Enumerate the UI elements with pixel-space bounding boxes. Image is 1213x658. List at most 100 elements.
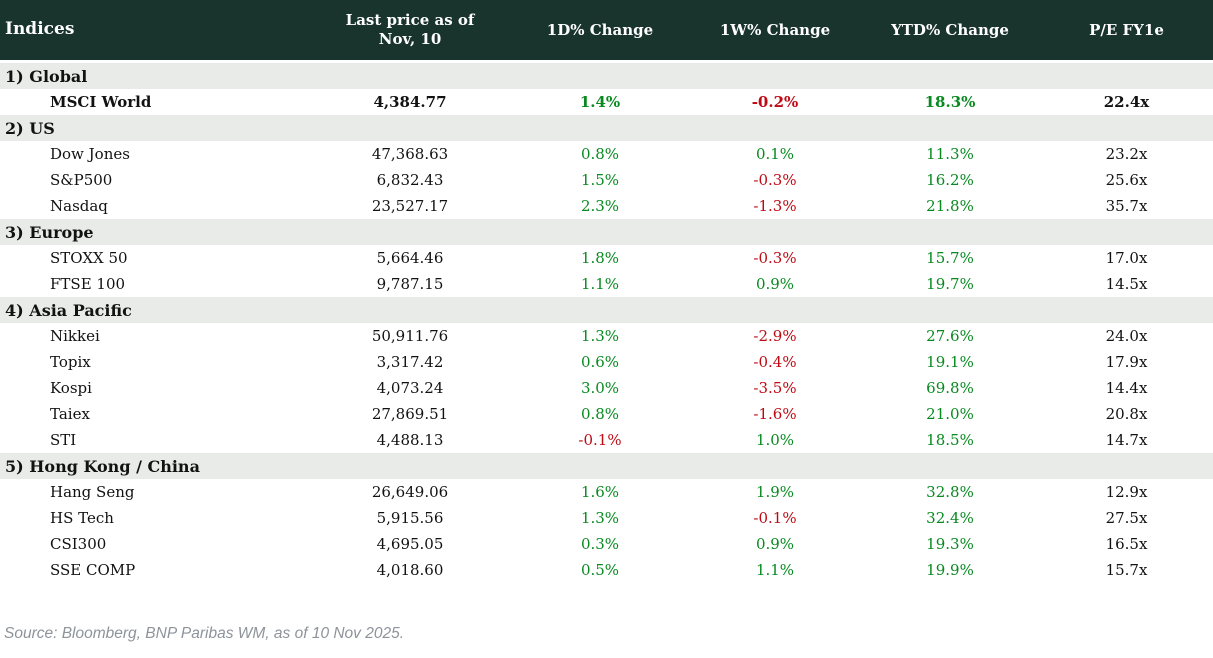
ytd-change-value: 69.8% <box>860 375 1040 401</box>
index-name: Taiex <box>0 401 310 427</box>
pe-value: 17.0x <box>1040 245 1213 271</box>
pe-value: 14.5x <box>1040 271 1213 297</box>
col-header-1d-change: 1D% Change <box>510 0 690 63</box>
table-row-sti: STI 4,488.13 -0.1% 1.0% 18.5% 14.7x <box>0 427 1213 453</box>
source-note: Source: Bloomberg, BNP Paribas WM, as of… <box>4 625 405 642</box>
1d-change-value: 2.3% <box>510 193 690 219</box>
1w-change-value: 0.9% <box>690 531 860 557</box>
section-header-europe: 3) Europe <box>0 219 1213 245</box>
1d-change-value: 1.4% <box>510 89 690 115</box>
table-row-hang-seng: Hang Seng 26,649.06 1.6% 1.9% 32.8% 12.9… <box>0 479 1213 505</box>
1w-change-value: -3.5% <box>690 375 860 401</box>
table-row-sse-comp: SSE COMP 4,018.60 0.5% 1.1% 19.9% 15.7x <box>0 557 1213 583</box>
section-header-us: 2) US <box>0 115 1213 141</box>
1w-change-value: 1.9% <box>690 479 860 505</box>
last-price-value: 47,368.63 <box>310 141 510 167</box>
index-name: STOXX 50 <box>0 245 310 271</box>
index-name: HS Tech <box>0 505 310 531</box>
section-label: 4) Asia Pacific <box>0 297 1213 323</box>
pe-value: 25.6x <box>1040 167 1213 193</box>
table-row-taiex: Taiex 27,869.51 0.8% -1.6% 21.0% 20.8x <box>0 401 1213 427</box>
pe-value: 35.7x <box>1040 193 1213 219</box>
index-name: Kospi <box>0 375 310 401</box>
1w-change-value: -0.2% <box>690 89 860 115</box>
1d-change-value: 0.6% <box>510 349 690 375</box>
last-price-value: 50,911.76 <box>310 323 510 349</box>
last-price-value: 3,317.42 <box>310 349 510 375</box>
ytd-change-value: 27.6% <box>860 323 1040 349</box>
ytd-change-value: 19.9% <box>860 557 1040 583</box>
ytd-change-value: 19.3% <box>860 531 1040 557</box>
ytd-change-value: 21.8% <box>860 193 1040 219</box>
ytd-change-value: 15.7% <box>860 245 1040 271</box>
indices-table: Indices Last price as of Nov, 10 1D% Cha… <box>0 0 1213 583</box>
section-header-asia-pacific: 4) Asia Pacific <box>0 297 1213 323</box>
ytd-change-value: 16.2% <box>860 167 1040 193</box>
index-name: FTSE 100 <box>0 271 310 297</box>
1w-change-value: -0.3% <box>690 167 860 193</box>
1w-change-value: 1.1% <box>690 557 860 583</box>
1w-change-value: -0.3% <box>690 245 860 271</box>
col-header-indices: Indices <box>0 0 310 63</box>
last-price-value: 9,787.15 <box>310 271 510 297</box>
last-price-value: 4,384.77 <box>310 89 510 115</box>
1w-change-value: -2.9% <box>690 323 860 349</box>
ytd-change-value: 18.5% <box>860 427 1040 453</box>
pe-value: 24.0x <box>1040 323 1213 349</box>
1w-change-value: -1.3% <box>690 193 860 219</box>
section-header-hong-kong-china: 5) Hong Kong / China <box>0 453 1213 479</box>
last-price-value: 5,915.56 <box>310 505 510 531</box>
1d-change-value: 0.3% <box>510 531 690 557</box>
section-label: 2) US <box>0 115 1213 141</box>
last-price-value: 23,527.17 <box>310 193 510 219</box>
last-price-value: 5,664.46 <box>310 245 510 271</box>
1d-change-value: 1.6% <box>510 479 690 505</box>
table-row-sp500: S&P500 6,832.43 1.5% -0.3% 16.2% 25.6x <box>0 167 1213 193</box>
1w-change-value: -0.4% <box>690 349 860 375</box>
1w-change-value: 0.9% <box>690 271 860 297</box>
table-row-nasdaq: Nasdaq 23,527.17 2.3% -1.3% 21.8% 35.7x <box>0 193 1213 219</box>
index-name: S&P500 <box>0 167 310 193</box>
table-row-hs-tech: HS Tech 5,915.56 1.3% -0.1% 32.4% 27.5x <box>0 505 1213 531</box>
pe-value: 16.5x <box>1040 531 1213 557</box>
ytd-change-value: 21.0% <box>860 401 1040 427</box>
last-price-value: 4,073.24 <box>310 375 510 401</box>
1d-change-value: 1.1% <box>510 271 690 297</box>
pe-value: 27.5x <box>1040 505 1213 531</box>
index-name: Hang Seng <box>0 479 310 505</box>
table-row-dow-jones: Dow Jones 47,368.63 0.8% 0.1% 11.3% 23.2… <box>0 141 1213 167</box>
index-name: SSE COMP <box>0 557 310 583</box>
index-name: Topix <box>0 349 310 375</box>
section-label: 1) Global <box>0 61 1213 89</box>
col-header-pe-fy1e: P/E FY1e <box>1040 0 1213 63</box>
pe-value: 22.4x <box>1040 89 1213 115</box>
ytd-change-value: 32.4% <box>860 505 1040 531</box>
table-row-nikkei: Nikkei 50,911.76 1.3% -2.9% 27.6% 24.0x <box>0 323 1213 349</box>
section-header-global: 1) Global <box>0 61 1213 89</box>
section-label: 3) Europe <box>0 219 1213 245</box>
index-name: Nasdaq <box>0 193 310 219</box>
section-label: 5) Hong Kong / China <box>0 453 1213 479</box>
1d-change-value: 0.8% <box>510 401 690 427</box>
ytd-change-value: 19.1% <box>860 349 1040 375</box>
index-name: CSI300 <box>0 531 310 557</box>
pe-value: 23.2x <box>1040 141 1213 167</box>
pe-value: 15.7x <box>1040 557 1213 583</box>
index-name: STI <box>0 427 310 453</box>
table-row-stoxx-50: STOXX 50 5,664.46 1.8% -0.3% 15.7% 17.0x <box>0 245 1213 271</box>
1d-change-value: 1.5% <box>510 167 690 193</box>
1d-change-value: 0.8% <box>510 141 690 167</box>
ytd-change-value: 18.3% <box>860 89 1040 115</box>
last-price-value: 27,869.51 <box>310 401 510 427</box>
ytd-change-value: 11.3% <box>860 141 1040 167</box>
last-price-value: 4,488.13 <box>310 427 510 453</box>
pe-value: 12.9x <box>1040 479 1213 505</box>
ytd-change-value: 32.8% <box>860 479 1040 505</box>
1d-change-value: 0.5% <box>510 557 690 583</box>
pe-value: 20.8x <box>1040 401 1213 427</box>
1d-change-value: 3.0% <box>510 375 690 401</box>
1d-change-value: 1.3% <box>510 505 690 531</box>
index-name: Nikkei <box>0 323 310 349</box>
last-price-value: 26,649.06 <box>310 479 510 505</box>
col-header-ytd-change: YTD% Change <box>860 0 1040 63</box>
